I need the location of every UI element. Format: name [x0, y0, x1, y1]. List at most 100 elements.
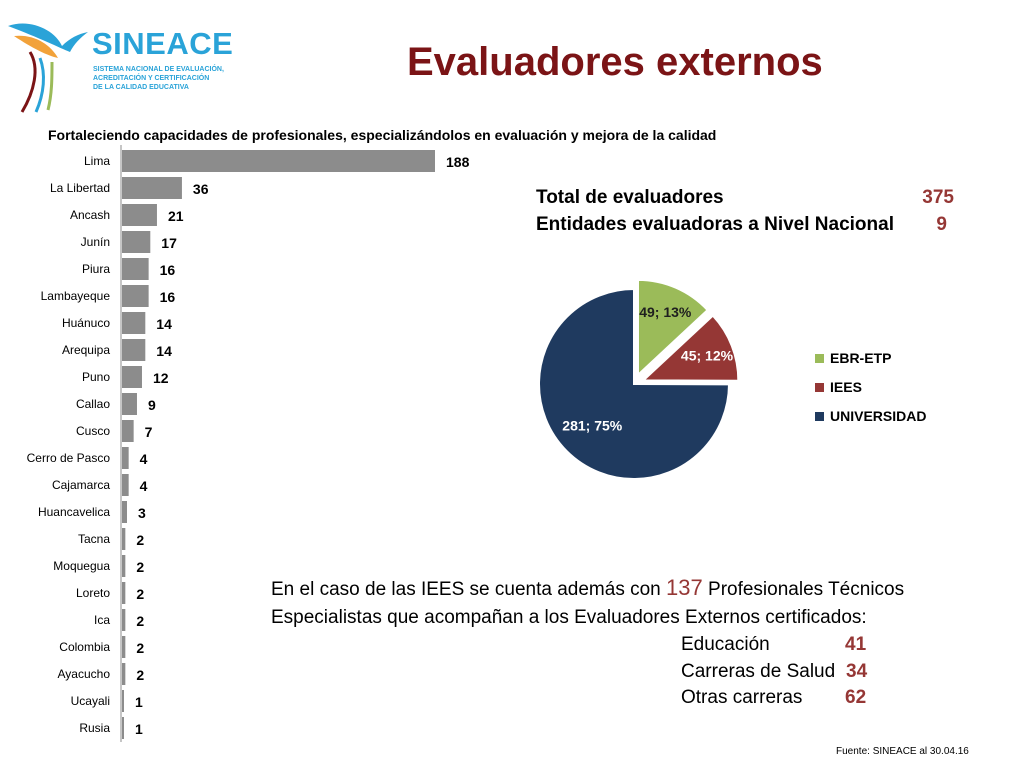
- bar: [122, 258, 149, 280]
- bar: [122, 555, 126, 577]
- bar-value-label: 14: [156, 343, 172, 359]
- bar: [122, 447, 129, 469]
- detail-value: 62: [845, 687, 867, 708]
- bar: [122, 204, 157, 226]
- bar: [122, 528, 126, 550]
- note-text: En el caso de las IEES se cuenta además …: [271, 579, 661, 600]
- bar: [122, 339, 146, 361]
- legend-swatch: [815, 354, 824, 363]
- pie-data-label: 281; 75%: [562, 418, 622, 434]
- hummingbird-logo-icon: [8, 23, 88, 113]
- bar: [122, 582, 126, 604]
- bar-value-label: 17: [161, 235, 177, 251]
- legend-item: IEES: [815, 379, 926, 408]
- pie-chart: 49; 13% 45; 12% 281; 75%: [538, 280, 740, 480]
- category-label: Puno: [82, 370, 110, 384]
- pie-slice: [636, 280, 709, 378]
- bar: [122, 636, 126, 658]
- bar-value-label: 9: [148, 397, 156, 413]
- detail-value: 41: [845, 634, 867, 655]
- category-label: Huánuco: [62, 316, 110, 330]
- source-note: Fuente: SINEACE al 30.04.16: [836, 746, 969, 757]
- total-label: Total de evaluadores: [536, 187, 724, 208]
- legend-item: EBR-ETP: [815, 350, 926, 379]
- note-text: Profesionales Técnicos: [708, 579, 905, 600]
- bar: [122, 393, 137, 415]
- bar-value-label: 14: [156, 316, 172, 332]
- category-label: La Libertad: [50, 181, 110, 195]
- logo-name: SINEACE: [92, 26, 234, 61]
- bar: [122, 312, 146, 334]
- bar-value-label: 16: [160, 289, 176, 305]
- bar-value-label: 2: [136, 532, 144, 548]
- bar: [122, 366, 142, 388]
- bar: [122, 285, 149, 307]
- bar-value-label: 1: [135, 694, 143, 710]
- category-label: Huancavelica: [38, 505, 110, 519]
- total-row: Total de evaluadores 375: [536, 184, 956, 211]
- bar-value-label: 2: [136, 613, 144, 629]
- category-label: Ica: [94, 613, 110, 627]
- detail-label: Educación: [681, 634, 770, 655]
- specialist-breakdown: Educación 41 Carreras de Salud 34 Otras …: [681, 632, 871, 712]
- logo-subtitle-line: ACREDITACIÓN Y CERTIFICACIÓN: [93, 75, 210, 82]
- category-label: Arequipa: [62, 343, 110, 357]
- detail-value: 34: [846, 660, 868, 682]
- bar-value-label: 2: [136, 640, 144, 656]
- pie-slice: [538, 287, 731, 480]
- bar-value-label: 36: [193, 181, 209, 197]
- entities-value: 9: [936, 214, 947, 235]
- note-highlight: 137: [666, 575, 703, 600]
- category-label: Ancash: [70, 208, 110, 222]
- bar-value-label: 2: [136, 559, 144, 575]
- bar-value-label: 4: [140, 451, 148, 467]
- legend-label: UNIVERSIDAD: [830, 408, 927, 424]
- legend-item: UNIVERSIDAD: [815, 408, 926, 437]
- bar: [122, 501, 127, 523]
- bar: [122, 177, 182, 199]
- sineace-logo: SINEACE SISTEMA NACIONAL DE EVALUACIÓN, …: [0, 8, 234, 118]
- category-label: Cajamarca: [52, 478, 110, 492]
- category-label: Piura: [82, 262, 110, 276]
- logo-subtitle: SISTEMA NACIONAL DE EVALUACIÓN, ACREDITA…: [93, 65, 243, 92]
- entities-row: Entidades evaluadoras a Nivel Nacional 9: [536, 211, 956, 238]
- bar: [122, 663, 126, 685]
- category-label: Tacna: [78, 532, 110, 546]
- bar-value-label: 188: [446, 154, 470, 170]
- detail-row: Otras carreras 62: [681, 685, 871, 712]
- bar-value-label: 2: [136, 586, 144, 602]
- logo-subtitle-line: DE LA CALIDAD EDUCATIVA: [93, 84, 189, 91]
- legend-label: EBR-ETP: [830, 350, 892, 366]
- legend-swatch: [815, 412, 824, 421]
- category-label: Rusia: [79, 721, 110, 735]
- category-label: Moquegua: [53, 559, 110, 573]
- iees-note: En el caso de las IEES se cuenta además …: [271, 574, 904, 632]
- page-title: Evaluadores externos: [407, 40, 823, 84]
- legend-swatch: [815, 383, 824, 392]
- category-label: Cusco: [76, 424, 110, 438]
- category-label: Cerro de Pasco: [27, 451, 111, 465]
- detail-label: Otras carreras: [681, 687, 803, 708]
- note-line-2: Especialistas que acompañan a los Evalua…: [271, 607, 867, 628]
- detail-row: Educación 41: [681, 632, 871, 659]
- category-label: Ayacucho: [58, 667, 111, 681]
- bar-value-label: 12: [153, 370, 169, 386]
- pie-legend: EBR-ETP IEES UNIVERSIDAD: [815, 350, 926, 437]
- category-label: Lambayeque: [41, 289, 111, 303]
- bar-value-label: 16: [160, 262, 176, 278]
- detail-row: Carreras de Salud 34: [681, 659, 871, 686]
- bar-value-label: 3: [138, 505, 146, 521]
- legend-label: IEES: [830, 379, 862, 395]
- category-label: Callao: [76, 397, 110, 411]
- bar: [122, 474, 129, 496]
- bar: [122, 690, 124, 712]
- note-line-1: En el caso de las IEES se cuenta además …: [271, 574, 904, 604]
- chart-subtitle: Fortaleciendo capacidades de profesional…: [48, 127, 717, 143]
- category-label: Loreto: [76, 586, 110, 600]
- bar: [122, 420, 134, 442]
- bar: [122, 717, 124, 739]
- bar: [122, 609, 126, 631]
- category-label: Colombia: [59, 640, 110, 654]
- entities-label: Entidades evaluadoras a Nivel Nacional: [536, 214, 894, 235]
